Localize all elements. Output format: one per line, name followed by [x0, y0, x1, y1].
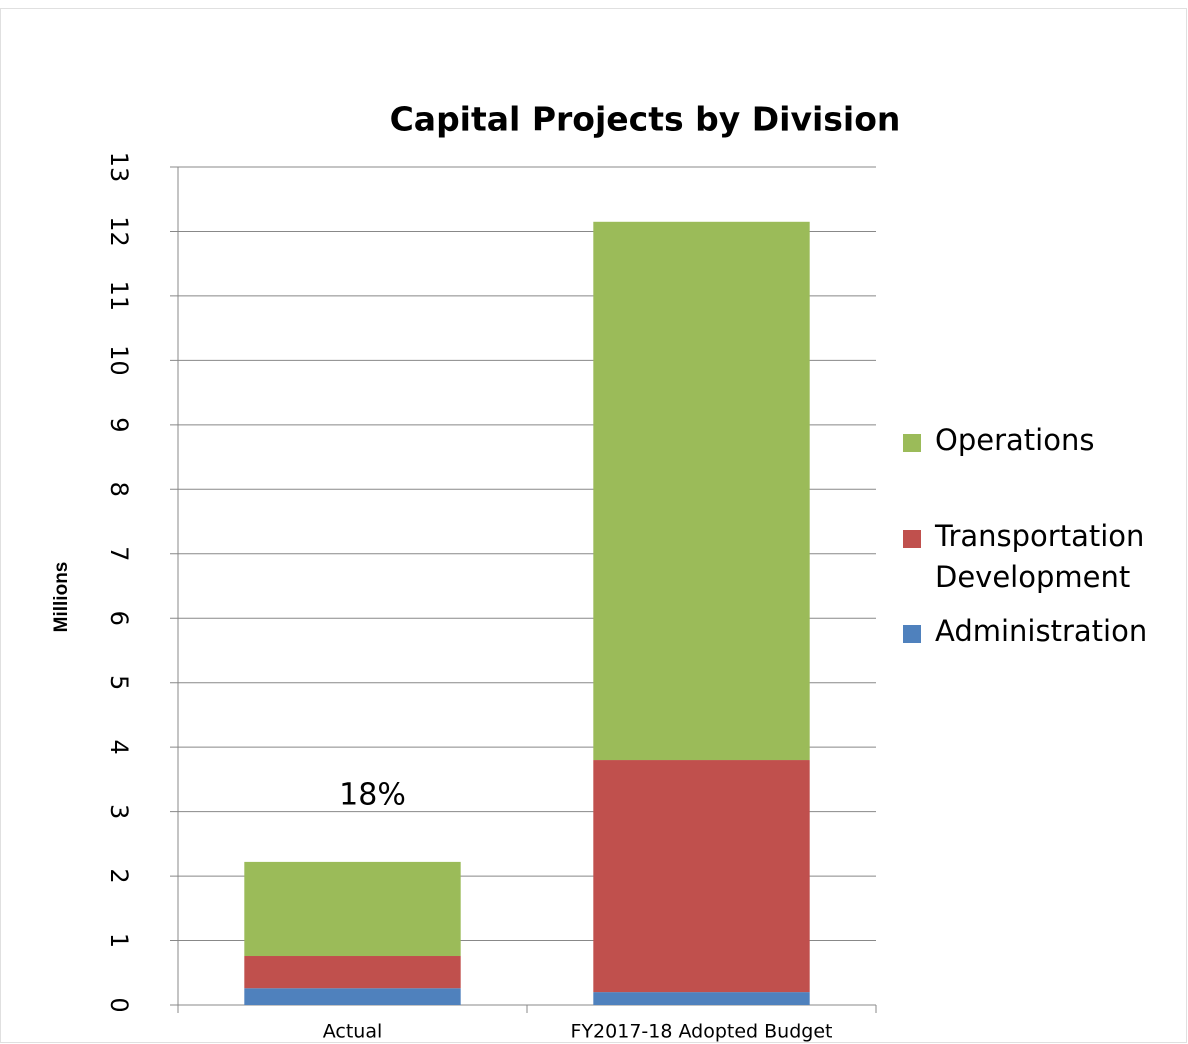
legend-swatch [903, 625, 921, 643]
y-tick-label: 3 [105, 804, 133, 819]
annotation: 18% [339, 777, 406, 812]
y-tick-label: 10 [105, 345, 133, 376]
y-tick-label: 2 [105, 868, 133, 883]
chart-title: Capital Projects by Division [390, 100, 901, 139]
x-tick-label: Actual [323, 1021, 383, 1043]
bar-segment [593, 221, 810, 761]
y-tick-label: 8 [105, 482, 133, 497]
bar-segment [593, 760, 810, 993]
y-tick-label: 6 [105, 611, 133, 626]
y-tick-label: 7 [105, 546, 133, 561]
y-tick-label: 13 [105, 152, 133, 183]
legend-label: Operations [935, 423, 1095, 457]
legend-label: Administration [935, 614, 1148, 648]
legend-label: Transportation Development [935, 519, 1145, 594]
frame [0, 8, 1187, 1043]
bar-segment [244, 956, 461, 989]
legend-swatch [903, 530, 921, 548]
y-tick-label: 11 [105, 281, 133, 312]
bar-segment [244, 988, 461, 1005]
legend-swatch [903, 434, 921, 452]
y-tick-label: 5 [105, 675, 133, 690]
bar-segment [593, 992, 810, 1005]
y-tick-label: 12 [105, 216, 133, 247]
y-tick-label: 4 [105, 740, 133, 755]
bar-segment [244, 861, 461, 957]
y-tick-label: 0 [105, 997, 133, 1012]
y-axis-title: Millions [51, 562, 72, 633]
x-tick-label: FY2017-18 Adopted Budget [571, 1021, 833, 1043]
y-tick-label: 9 [105, 417, 133, 432]
y-tick-label: 1 [105, 933, 133, 948]
